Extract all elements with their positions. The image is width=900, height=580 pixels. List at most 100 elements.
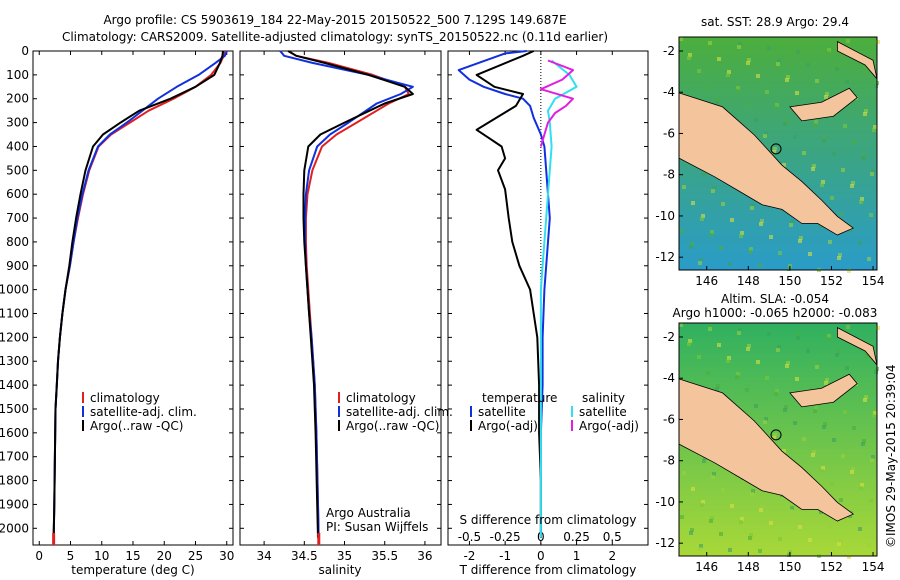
map-sst-pixel [806,63,810,67]
map-sla-pixel [808,538,812,542]
plot-frame-salinity [239,50,442,546]
map-sst-pixel [808,252,812,256]
map-sla-pixel [712,472,716,476]
depth-tick-label: 2000 [0,521,29,535]
map-sst-pixel [774,106,778,110]
x-tick-label: 10 [94,549,109,563]
map-sla-pixel [802,437,806,441]
map-sst-pixel [783,122,787,126]
map-sst-pixel [867,257,871,261]
map-sla-pixel [777,345,781,349]
x-tick-label: 15 [125,549,140,563]
map-sla-pixel [728,548,732,552]
map-sst-pixel [861,156,865,160]
legend-swatch [338,406,340,417]
legend-swatch [82,406,84,417]
map-sst-pixel [687,56,691,60]
series-line-difference-salinity-argo-adj- [539,59,574,147]
depth-tick-label: 0 [21,44,29,58]
map-sla-pixel [789,509,793,513]
map-sst-pixel [767,46,771,50]
map-sla-pixel [739,520,743,524]
diff-legend-temp-title: temperature [482,391,558,405]
x-tick-label: 2 [608,549,616,563]
map-sla-pixel [746,347,750,351]
x-tick-label: 35 [337,549,352,563]
map-sst-pixel [845,80,849,84]
map-sla-pixel [735,375,739,379]
map-y-tick-label: -8 [663,454,675,468]
map-sla-pixel [830,482,834,486]
map-sla-pixel [841,454,845,458]
map-sst-pixel [682,185,686,189]
map-sst-pixel [739,234,743,238]
map-sst-pixel [775,103,779,107]
map-bottom-title1: Altim. SLA: -0.054 [720,292,830,306]
map-sst-pixel [754,118,758,122]
map-sla-pixel [698,547,702,551]
map-sst-pixel [830,196,834,200]
map-sst-pixel [814,120,818,124]
map-sla-pixel [760,505,764,509]
map-sst-pixel [793,135,797,139]
map-sst-pixel [711,189,715,193]
series-line-difference-temperature-argo-adj- [475,50,542,538]
map-sst-pixel [715,101,719,105]
depth-tick-label: 1300 [0,354,29,368]
series-line-difference-temperature-satellite [457,50,551,538]
map-sst [678,36,880,273]
map-sla-pixel [820,469,824,473]
map-sla-pixel [689,531,693,535]
map-sst-pixel [835,67,839,71]
plot-frame-temperature [32,50,234,546]
map-y-tick-label: -6 [663,412,675,426]
map-sst-pixel [751,203,755,207]
map-sla-pixel [773,433,777,437]
legend-swatch [82,392,84,403]
map-sla-pixel [719,532,723,536]
map-x-tick-label: 150 [778,274,801,288]
map-sst-pixel [726,73,730,77]
map-sst-pixel [717,57,721,61]
map-sla-pixel [750,492,754,496]
map-sla-pixel [751,489,755,493]
map-x-tick-label: 148 [737,560,760,574]
map-sst-pixel [823,136,827,140]
map-sla-pixel [859,486,863,490]
map-sst-pixel [825,92,829,96]
map-sst-pixel [821,180,825,184]
map-sla-pixel [811,453,815,457]
map-sla-pixel [706,371,710,375]
map-sla-pixel [867,543,871,547]
map-sla-pixel [716,384,720,388]
map-sst-pixel [710,230,714,234]
map-sst-pixel [820,183,824,187]
map-sst-pixel [745,102,749,106]
map-sst-pixel [689,245,693,249]
map-sst-pixel [776,62,780,66]
map-sst-pixel [760,219,764,223]
map-sst-pixel [873,125,877,129]
legend-swatch [470,406,472,417]
figure-title-line2: Climatology: CARS2009. Satellite-adjuste… [61,30,609,44]
map-sst-pixel [876,40,880,44]
map-sla-pixel [758,549,762,553]
map-sst-pixel [871,169,875,173]
temp-legend-argo: Argo(..raw -QC) [82,419,183,433]
map-sst-pixel [728,262,732,266]
map-sla-pixel [756,360,760,364]
map-sla-pixel [749,533,753,537]
map-sla-pixel [763,420,767,424]
depth-tick-label: 1700 [0,450,29,464]
map-sst-pixel [852,140,856,144]
map-sla-pixel [785,364,789,368]
map-sla-frame [678,322,878,557]
map-sst-pixel [769,235,773,239]
map-sst-pixel [773,147,777,151]
map-sst-pixel [746,61,750,65]
map-sst-pixel [735,89,739,93]
legend-swatch [338,392,340,403]
depth-tick-label: 1900 [0,497,29,511]
map-sst-pixel [796,50,800,54]
sal-legend-argo: Argo(..raw -QC) [338,419,439,433]
